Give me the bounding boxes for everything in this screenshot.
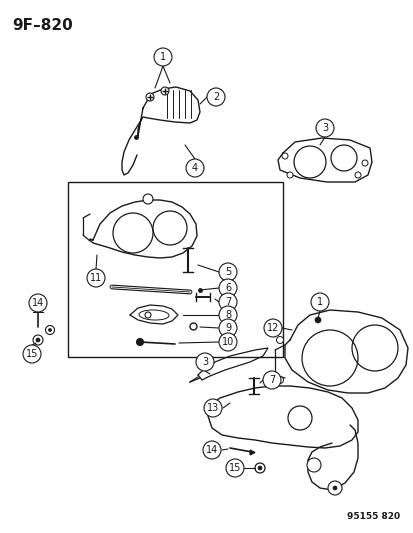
Text: 14: 14	[205, 445, 218, 455]
Circle shape	[218, 306, 236, 324]
Circle shape	[218, 279, 236, 297]
Circle shape	[218, 333, 236, 351]
Circle shape	[263, 319, 281, 337]
Text: 1: 1	[159, 52, 166, 62]
Text: 7: 7	[224, 297, 230, 307]
Text: 3: 3	[202, 357, 208, 367]
Text: 2: 2	[212, 92, 218, 102]
Circle shape	[306, 458, 320, 472]
Circle shape	[29, 294, 47, 312]
Text: 11: 11	[90, 273, 102, 283]
Circle shape	[36, 338, 40, 342]
Circle shape	[254, 463, 264, 473]
Circle shape	[45, 326, 55, 335]
Circle shape	[225, 459, 243, 477]
Circle shape	[142, 194, 153, 204]
Circle shape	[276, 376, 283, 384]
Circle shape	[310, 293, 328, 311]
Circle shape	[276, 336, 283, 343]
Circle shape	[218, 293, 236, 311]
Circle shape	[204, 399, 221, 417]
Circle shape	[87, 269, 105, 287]
Bar	[68, 182, 282, 357]
Circle shape	[262, 371, 280, 389]
Circle shape	[33, 335, 43, 345]
Circle shape	[257, 466, 261, 470]
Text: 95155 820: 95155 820	[346, 512, 399, 521]
Text: 4: 4	[192, 163, 197, 173]
Circle shape	[154, 48, 171, 66]
Circle shape	[202, 441, 221, 459]
Circle shape	[206, 88, 224, 106]
Text: 9F–820: 9F–820	[12, 18, 73, 33]
Circle shape	[48, 328, 51, 332]
Text: 15: 15	[228, 463, 241, 473]
Circle shape	[145, 312, 151, 318]
Circle shape	[161, 87, 169, 95]
Circle shape	[327, 481, 341, 495]
Text: 10: 10	[221, 337, 234, 347]
Circle shape	[185, 159, 204, 177]
Text: 15: 15	[26, 349, 38, 359]
Text: 14: 14	[32, 298, 44, 308]
Circle shape	[136, 338, 143, 345]
Text: 12: 12	[266, 323, 278, 333]
Text: 3: 3	[321, 123, 327, 133]
Text: 9: 9	[224, 323, 230, 333]
Circle shape	[23, 345, 41, 363]
Text: 7: 7	[268, 375, 275, 385]
Circle shape	[361, 160, 367, 166]
Circle shape	[314, 317, 320, 323]
Circle shape	[218, 319, 236, 337]
Circle shape	[315, 119, 333, 137]
Text: 5: 5	[224, 267, 230, 277]
Circle shape	[332, 486, 336, 490]
Text: 1: 1	[316, 297, 322, 307]
Circle shape	[146, 93, 154, 101]
Text: 6: 6	[224, 283, 230, 293]
Circle shape	[218, 263, 236, 281]
Circle shape	[281, 153, 287, 159]
Circle shape	[195, 353, 214, 371]
Circle shape	[286, 172, 292, 178]
Circle shape	[354, 172, 360, 178]
Text: 13: 13	[206, 403, 218, 413]
Text: 8: 8	[224, 310, 230, 320]
